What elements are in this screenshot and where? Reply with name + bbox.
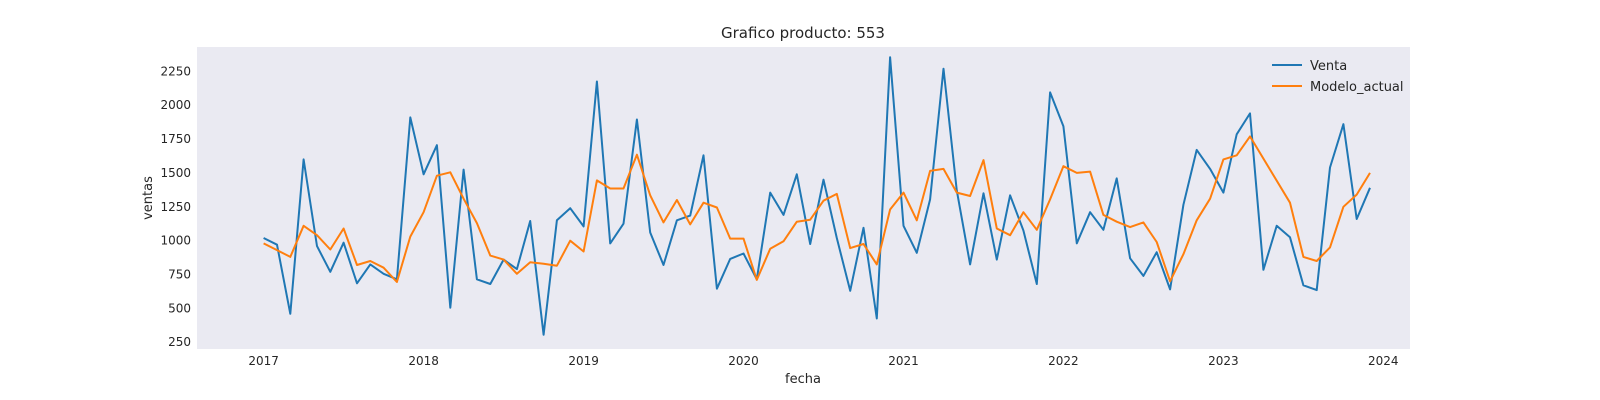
legend-label-venta: Venta <box>1310 59 1347 74</box>
series-line-modelo-actual <box>263 135 1371 283</box>
y-tick-label: 2000 <box>160 98 191 112</box>
legend: Venta Modelo_actual <box>1272 59 1404 95</box>
y-tick-label: 500 <box>168 301 191 315</box>
x-tick-label: 2024 <box>1368 354 1399 368</box>
x-tick-label: 2019 <box>568 354 599 368</box>
x-tick-label: 2017 <box>248 354 279 368</box>
plot-area <box>197 47 1410 349</box>
chart-title: Grafico producto: 553 <box>721 24 885 42</box>
y-axis-label: ventas <box>141 176 156 220</box>
y-tick-label: 1500 <box>160 166 191 180</box>
x-axis-label: fecha <box>785 372 821 387</box>
x-tick-label: 2018 <box>408 354 439 368</box>
y-tick-label: 2250 <box>160 64 191 78</box>
x-tick-labels: 2017 2018 2019 2020 2021 2022 2023 2024 <box>248 354 1398 368</box>
y-tick-label: 1750 <box>160 132 191 146</box>
x-tick-label: 2020 <box>728 354 759 368</box>
legend-label-modelo-actual: Modelo_actual <box>1310 80 1404 95</box>
series-lines <box>263 56 1371 336</box>
x-tick-label: 2023 <box>1208 354 1239 368</box>
x-tick-label: 2021 <box>888 354 919 368</box>
y-tick-label: 1250 <box>160 200 191 214</box>
y-tick-label: 250 <box>168 335 191 349</box>
y-tick-labels: 250 500 750 1000 1250 1500 1750 2000 2250 <box>160 64 191 349</box>
y-tick-label: 750 <box>168 268 191 282</box>
y-tick-label: 1000 <box>160 234 191 248</box>
x-tick-label: 2022 <box>1048 354 1079 368</box>
